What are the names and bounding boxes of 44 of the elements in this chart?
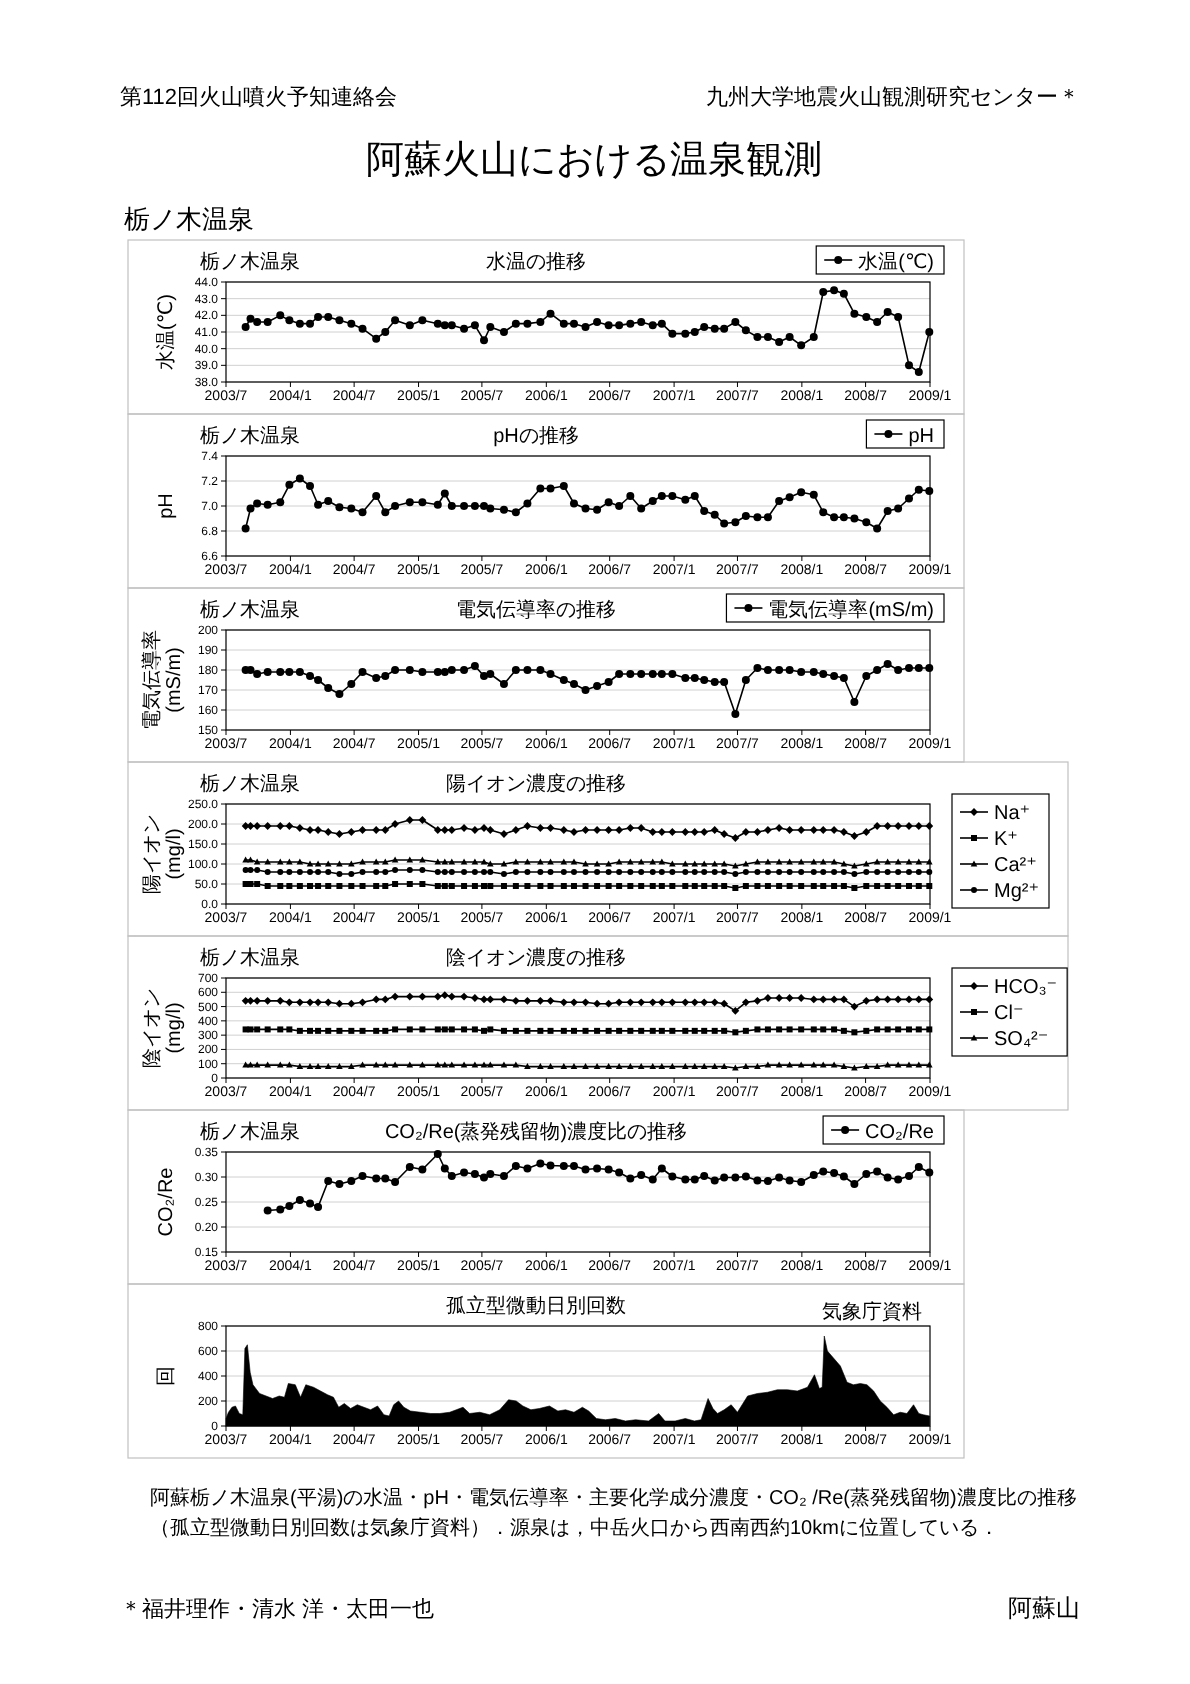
y-axis-title: 回 xyxy=(156,1366,178,1386)
legend-label: 水温(℃) xyxy=(858,249,934,274)
legend-label: Cl⁻ xyxy=(994,1003,1024,1025)
legend-label: pH xyxy=(908,425,934,448)
text: 気象庁資料 xyxy=(822,1300,922,1324)
legend-label: CO₂/Re xyxy=(865,1121,935,1144)
legend-label: Mg²⁺ xyxy=(994,881,1039,903)
text: 栃ノ木温泉 xyxy=(124,204,254,234)
text: ＊福井理作・清水 洋・太田一也 xyxy=(120,1596,435,1622)
chart-title: 陰イオン濃度の推移 xyxy=(446,946,626,970)
chart-title: 水温の推移 xyxy=(486,250,586,274)
chart-subtitle: 栃ノ木温泉 xyxy=(200,250,300,274)
text: 阿蘇山 xyxy=(1008,1594,1080,1622)
legend-label: Na⁺ xyxy=(994,803,1031,825)
y-axis-title: CO₂/Re xyxy=(156,1166,178,1237)
chart-subtitle: 栃ノ木温泉 xyxy=(200,598,300,622)
legend: 水温(℃) xyxy=(815,245,945,275)
chart-subtitle: 栃ノ木温泉 xyxy=(200,424,300,448)
text: （孤立型微動日別回数は気象庁資料）．源泉は，中岳火口から西南西約10kmに位置している． xyxy=(150,1516,999,1540)
legend-label: SO₄²⁻ xyxy=(994,1029,1049,1051)
y-axis-title: 陽イオン(mg/l) xyxy=(142,814,186,894)
text: 阿蘇栃ノ木温泉(平湯)の水温・pH・電気伝導率・主要化学成分濃度・CO₂ /Re(蒸発残留物)濃度比の推移 xyxy=(150,1486,1077,1510)
chart-title: 陽イオン濃度の推移 xyxy=(446,772,626,796)
legend-label: 電気伝導率(mS/m) xyxy=(768,597,934,622)
y-axis-title: 水温(℃) xyxy=(154,294,178,370)
chart-title: 電気伝導率の推移 xyxy=(456,598,616,622)
chart-subtitle: 栃ノ木温泉 xyxy=(200,772,300,796)
y-axis-title: 電気伝導率(mS/m) xyxy=(140,630,186,730)
text: 阿蘇火山における温泉観測 xyxy=(366,140,822,182)
chart-subtitle: 栃ノ木温泉 xyxy=(200,1120,300,1144)
legend-label: HCO₃⁻ xyxy=(994,977,1058,999)
legend: pH xyxy=(865,419,945,449)
chart-subtitle: 栃ノ木温泉 xyxy=(200,946,300,970)
legend: 電気伝導率(mS/m) xyxy=(725,593,945,623)
chart-title: pHの推移 xyxy=(493,424,579,448)
chart-title: CO₂/Re(蒸発残留物)濃度比の推移 xyxy=(384,1120,688,1144)
y-axis-title: pH xyxy=(156,493,178,519)
legend: CO₂/Re xyxy=(822,1115,945,1145)
legend-label: Ca²⁺ xyxy=(994,855,1037,877)
chart-title: 孤立型微動日別回数 xyxy=(446,1294,626,1318)
legend-label: K⁺ xyxy=(994,829,1018,851)
y-axis-title: 陰イオン(mg/l) xyxy=(140,988,186,1068)
text: 第112回火山噴火予知連絡会 xyxy=(120,84,398,110)
text: 九州大学地震火山観測研究センター＊ xyxy=(706,84,1080,110)
